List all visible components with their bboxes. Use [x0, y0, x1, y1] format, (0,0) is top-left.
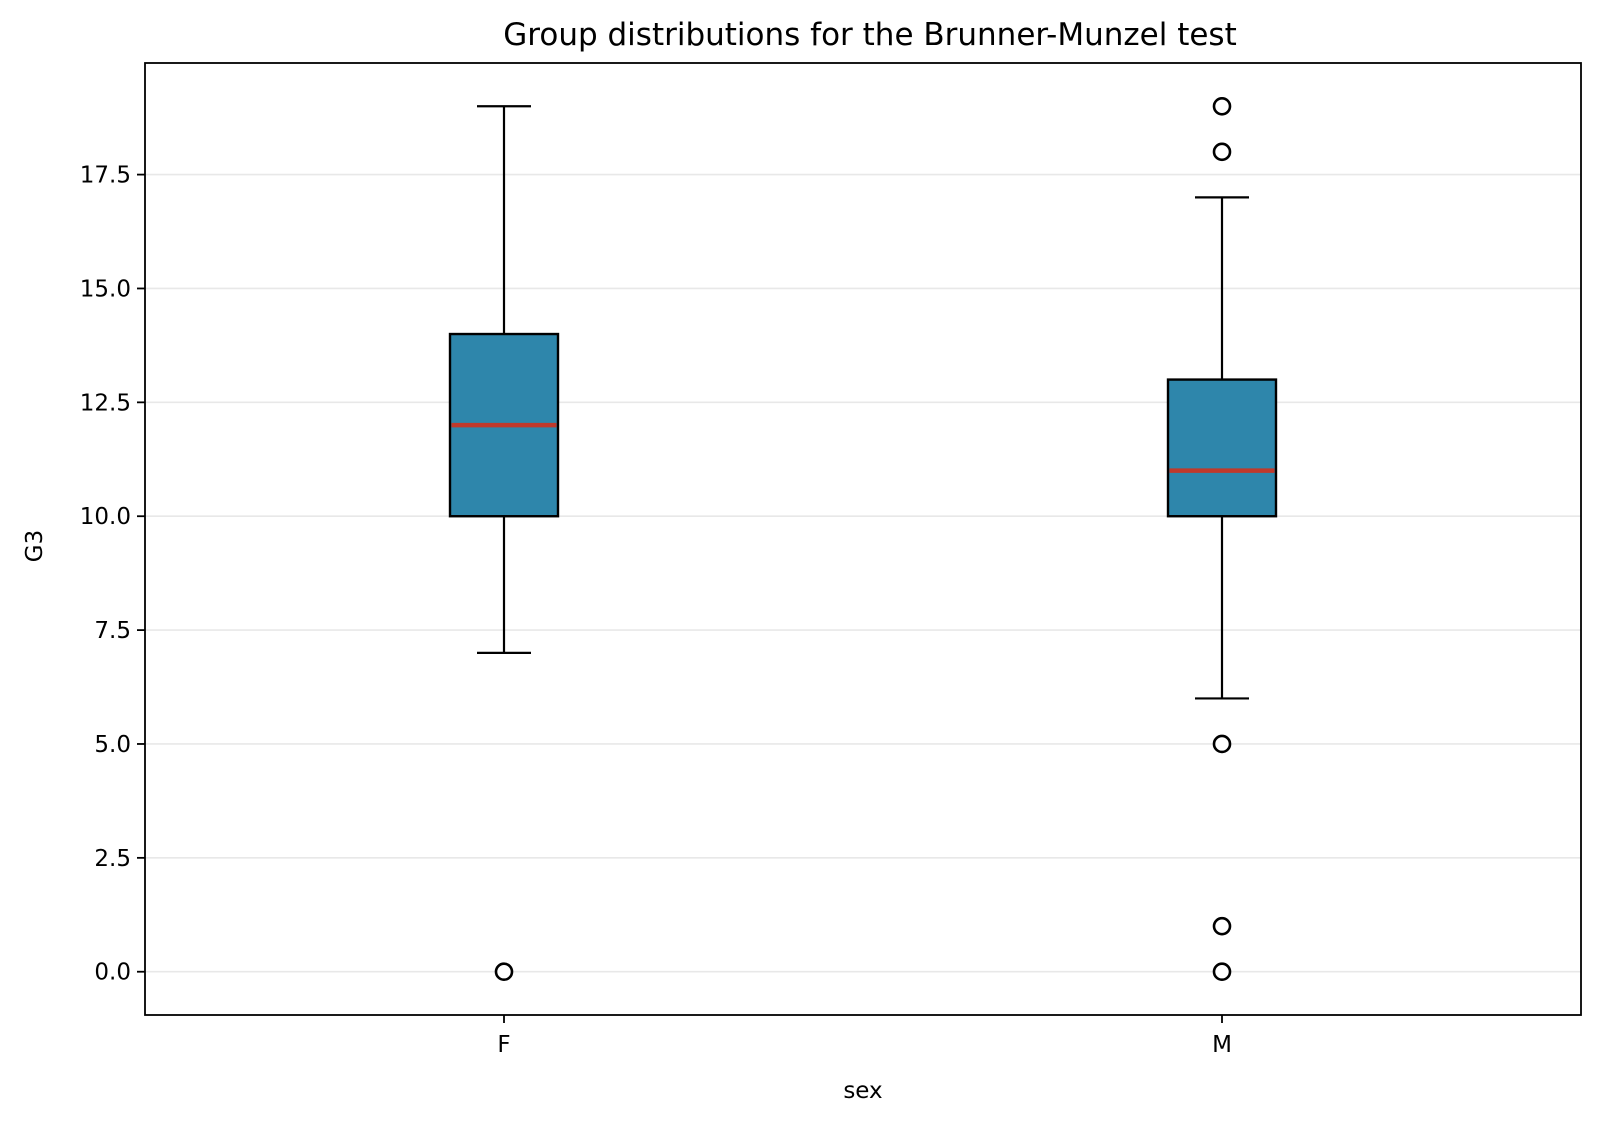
box-iqr — [1166, 378, 1278, 518]
outlier-point — [1212, 96, 1232, 116]
chart-title: Group distributions for the Brunner-Munz… — [503, 17, 1236, 53]
y-tick-label: 2.5 — [94, 846, 131, 872]
gridlines — [145, 173, 1581, 973]
y-tick-label: 15.0 — [80, 276, 131, 302]
outlier-point — [1212, 142, 1232, 162]
y-tick-label: 10.0 — [80, 504, 131, 530]
x-tick-label: F — [497, 1032, 510, 1058]
y-tick-label: 0.0 — [94, 960, 131, 986]
y-tick-label: 5.0 — [94, 732, 131, 758]
x-axis-label: sex — [843, 1078, 882, 1104]
y-tick-label: 7.5 — [94, 618, 131, 644]
x-tick-label: M — [1212, 1032, 1232, 1058]
boxes — [448, 96, 1278, 982]
y-tick-label: 17.5 — [80, 163, 131, 189]
outlier-point — [494, 962, 514, 982]
y-axis-label: G3 — [22, 530, 48, 562]
plot-frame — [144, 62, 1582, 1016]
box-group-f — [448, 105, 560, 982]
box-group-m — [1166, 96, 1278, 982]
y-axis-ticks: 0.0 2.5 5.0 7.5 10.0 12.5 15.0 17.5 — [80, 163, 145, 986]
outlier-point — [1212, 962, 1232, 982]
outlier-point — [1212, 916, 1232, 936]
y-tick-label: 12.5 — [80, 390, 131, 416]
outlier-point — [1212, 734, 1232, 754]
